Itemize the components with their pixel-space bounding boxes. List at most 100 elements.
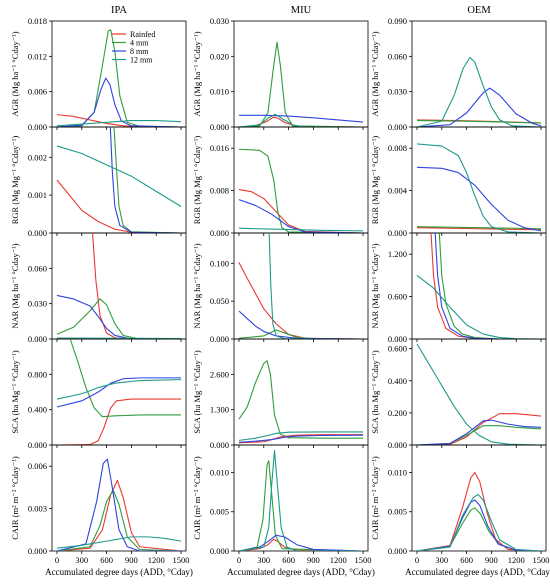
legend-label: 12 mm <box>130 56 153 65</box>
y-axis-label-sca: SCA (ha Mg⁻¹ °Cday⁻¹) <box>192 350 202 434</box>
y-axis-label-agr: AGR (Mg ha⁻¹ °Cday⁻¹) <box>370 31 380 116</box>
series-line <box>439 233 541 339</box>
y-tick-label: 0.010 <box>210 467 229 477</box>
x-tick-label: 900 <box>485 555 498 565</box>
y-tick-label: 1.300 <box>210 405 229 415</box>
series-line <box>239 361 363 438</box>
panel-frame <box>52 339 186 445</box>
y-tick-label: 0.000 <box>388 440 407 450</box>
panel-frame <box>52 127 186 233</box>
x-axis-label: Accumulated degree days (ADD, °Cday) <box>405 567 550 577</box>
series-line <box>239 461 363 551</box>
series-line <box>417 420 541 445</box>
panel-frame <box>412 339 546 445</box>
x-tick-label: 900 <box>125 555 138 565</box>
series-line <box>239 200 363 233</box>
series-line <box>239 330 363 339</box>
y-axis-label-nar: NAR (Mg ha⁻¹ °Cday⁻¹) <box>370 243 380 328</box>
x-tick-label: 1200 <box>330 555 347 565</box>
panel-frame <box>52 21 186 127</box>
series-line <box>239 42 363 127</box>
panel-nar-oem: 0.000 0.600 1.200 <box>388 233 546 344</box>
y-tick-label: 0.008 <box>210 186 229 196</box>
y-tick-label: 0.030 <box>210 16 229 26</box>
series-line <box>57 146 181 207</box>
y-tick-label: 0.400 <box>388 376 407 386</box>
y-tick-label: 0.000 <box>388 546 407 556</box>
series-line <box>57 30 181 127</box>
panel-frame <box>52 233 186 339</box>
x-tick-label: 1200 <box>508 555 525 565</box>
y-axis-label-rgr: RGR (Mg Mg⁻¹ °Cday⁻¹) <box>10 136 20 225</box>
y-tick-label: 0.006 <box>28 461 47 471</box>
y-axis-label-rgr: RGR (Mg Mg⁻¹ °Cday⁻¹) <box>192 136 202 225</box>
y-tick-label: 0.000 <box>388 334 407 344</box>
y-tick-label: 0.000 <box>210 546 229 556</box>
y-tick-label: 0.060 <box>388 51 407 61</box>
y-tick-label: 0.400 <box>28 405 47 415</box>
y-axis-label-agr: AGR (Mg ha⁻¹ °Cday⁻¹) <box>192 31 202 116</box>
y-axis-label-cair: CAIR (m² m⁻² °Cday⁻¹) <box>10 456 20 540</box>
series-line <box>417 58 541 127</box>
y-tick-label: 0.020 <box>210 51 229 61</box>
series-line <box>417 275 541 339</box>
series-line <box>417 167 541 231</box>
y-tick-label: 0.008 <box>388 143 407 153</box>
y-tick-label: 0.000 <box>388 122 407 132</box>
y-axis-label-sca: SCA (ha Mg⁻¹ °Cday⁻¹) <box>10 350 20 434</box>
y-tick-label: 0.600 <box>388 292 407 302</box>
x-axis-label: Accumulated degree days (ADD, °Cday) <box>45 567 193 577</box>
y-tick-label: 0.000 <box>210 440 229 450</box>
series-line <box>57 295 181 339</box>
y-tick-label: 0.000 <box>210 334 229 344</box>
panel-frame <box>234 21 368 127</box>
x-tick-label: 0 <box>55 555 59 565</box>
y-tick-label: 0.005 <box>388 507 407 517</box>
x-tick-label: 1200 <box>148 555 165 565</box>
series-line <box>93 233 182 339</box>
x-tick-label: 300 <box>75 555 88 565</box>
y-axis-label-sca: SCA (ha Mg⁻¹ °Cday⁻¹) <box>370 350 380 434</box>
series-line <box>239 190 363 233</box>
panel-frame <box>234 339 368 445</box>
y-tick-label: 0.000 <box>210 228 229 238</box>
x-tick-label: 900 <box>307 555 320 565</box>
panel-frame <box>234 445 368 551</box>
column-title-ipa: IPA <box>111 5 127 16</box>
y-tick-label: 0.000 <box>28 334 47 344</box>
panel-frame <box>412 445 546 551</box>
y-tick-label: 0.050 <box>210 296 229 306</box>
series-line <box>57 399 181 445</box>
y-tick-label: 0.005 <box>210 507 229 517</box>
panel-frame <box>234 127 368 233</box>
x-tick-label: 600 <box>100 555 113 565</box>
x-tick-label: 300 <box>435 555 448 565</box>
y-tick-label: 0.000 <box>28 440 47 450</box>
series-line <box>239 115 363 122</box>
x-tick-label: 600 <box>282 555 295 565</box>
series-line <box>239 311 363 339</box>
y-tick-label: 1.200 <box>388 249 407 259</box>
x-tick-label: 300 <box>257 555 270 565</box>
x-tick-label: 1500 <box>533 555 550 565</box>
series-line <box>417 500 541 551</box>
panel-agr-oem: 0.000 0.030 0.060 0.090 <box>388 16 546 132</box>
y-tick-label: 0.030 <box>388 87 407 97</box>
y-tick-label: 0.010 <box>210 87 229 97</box>
column-title-miu: MIU <box>291 5 312 16</box>
panel-frame <box>52 445 186 551</box>
series-line <box>417 344 541 445</box>
y-tick-label: 0.090 <box>388 16 407 26</box>
series-line <box>57 299 181 339</box>
y-tick-label: 0.012 <box>28 51 47 61</box>
